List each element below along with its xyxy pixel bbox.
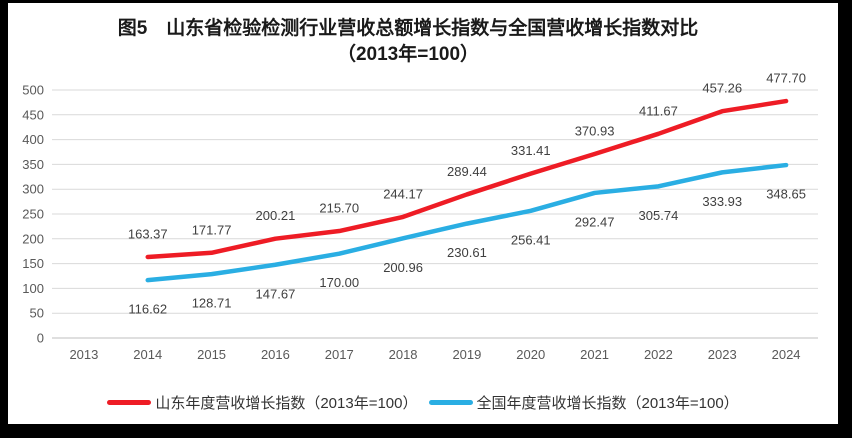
data-label: 116.62: [128, 302, 167, 317]
y-axis-tick-label: 250: [22, 207, 44, 222]
x-axis-tick-label: 2014: [133, 347, 162, 362]
data-label: 163.37: [128, 226, 168, 241]
legend-label-shandong: 山东年度营收增长指数（2013年=100）: [155, 395, 418, 412]
legend-label-national: 全国年度营收增长指数（2013年=100）: [476, 395, 739, 412]
data-label: 230.61: [447, 245, 487, 260]
chart-title-line2: （2013年=100）: [336, 44, 480, 65]
data-label: 370.93: [575, 124, 615, 139]
x-axis-tick-label: 2022: [644, 347, 673, 362]
y-axis-tick-label: 350: [22, 157, 44, 172]
legend: 山东年度营收增长指数（2013年=100） 全国年度营收增长指数（2013年=1…: [8, 392, 838, 413]
data-label: 215.70: [319, 201, 359, 216]
national-line-swatch: [428, 400, 473, 405]
x-axis-tick-label: 2013: [69, 347, 98, 362]
data-label: 477.70: [766, 71, 806, 86]
data-label: 305.74: [639, 208, 679, 223]
y-axis-tick-label: 400: [22, 132, 44, 147]
data-label: 348.65: [766, 187, 806, 202]
data-label: 200.21: [256, 208, 296, 223]
y-axis-tick-label: 150: [22, 256, 44, 271]
data-label: 256.41: [511, 232, 551, 247]
y-axis-tick-label: 100: [22, 281, 44, 296]
data-label: 457.26: [702, 81, 742, 96]
data-label: 128.71: [192, 296, 232, 311]
y-axis-tick-label: 450: [22, 107, 44, 122]
data-label: 171.77: [192, 222, 232, 237]
data-label: 289.44: [447, 164, 487, 179]
data-label: 331.41: [511, 143, 551, 158]
data-label: 147.67: [256, 286, 296, 301]
series-line: [145, 162, 789, 283]
legend-item-national: 全国年度营收增长指数（2013年=100）: [428, 392, 739, 413]
x-axis-tick-label: 2020: [516, 347, 545, 362]
line-chart-plot: 0 50 100 150 200 250 300 350 400 450 500 2013 2014 20…: [22, 71, 818, 362]
shandong-line-swatch: [107, 400, 152, 405]
y-axis-tick-label: 50: [30, 306, 44, 321]
x-axis-tick-label: 2018: [389, 347, 418, 362]
series-line: [145, 98, 789, 260]
x-axis-tick-label: 2016: [261, 347, 290, 362]
y-axis-tick-label: 300: [22, 182, 44, 197]
chart-area: 图5 山东省检验检测行业营收总额增长指数与全国营收增长指数对比 （2013年=1…: [8, 3, 838, 424]
x-axis-tick-label: 2017: [325, 347, 354, 362]
data-label: 292.47: [575, 214, 615, 229]
x-axis-tick-label: 2024: [772, 347, 801, 362]
data-label: 411.67: [639, 103, 678, 118]
chart-title: 图5 山东省检验检测行业营收总额增长指数与全国营收增长指数对比 （2013年=1…: [8, 16, 838, 68]
data-label: 244.17: [383, 186, 423, 201]
x-axis-tick-label: 2019: [452, 347, 481, 362]
y-axis-tick-label: 0: [37, 331, 44, 346]
x-axis-tick-label: 2015: [197, 347, 226, 362]
y-axis-tick-label: 200: [22, 231, 44, 246]
x-axis-tick-label: 2023: [708, 347, 737, 362]
legend-item-shandong: 山东年度营收增长指数（2013年=100）: [107, 392, 418, 413]
y-axis-tick-label: 500: [22, 83, 44, 98]
x-axis-tick-label: 2021: [580, 347, 609, 362]
data-label: 333.93: [702, 194, 742, 209]
data-label: 200.96: [383, 260, 423, 275]
data-label: 170.00: [319, 275, 359, 290]
chart-title-line1: 图5 山东省检验检测行业营收总额增长指数与全国营收增长指数对比: [117, 18, 699, 39]
